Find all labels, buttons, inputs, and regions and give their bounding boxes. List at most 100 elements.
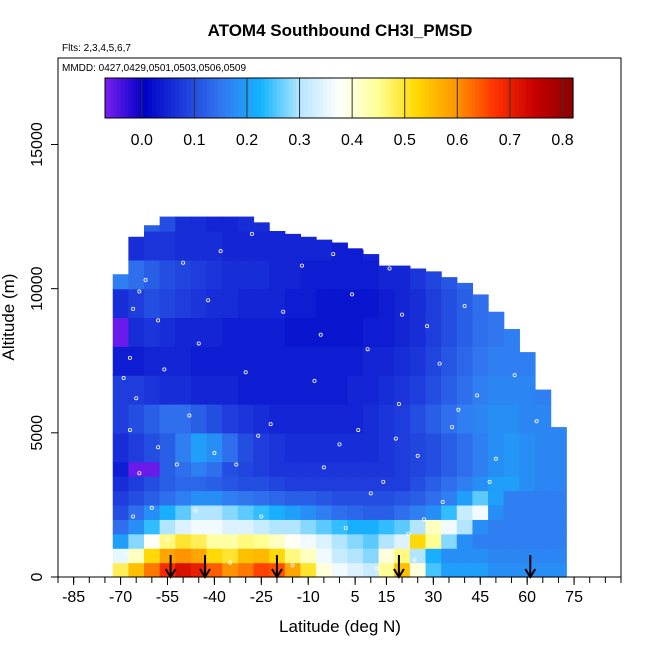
heatmap-cell: [425, 490, 442, 506]
sample-point: [234, 462, 239, 467]
heatmap-cell: [472, 533, 489, 549]
heatmap-cell: [409, 562, 427, 578]
colorbar-segment: [268, 78, 274, 118]
colorbar-segment: [323, 78, 328, 118]
x-tick-label: -10: [297, 589, 320, 606]
sample-point: [400, 312, 405, 317]
colorbar-segment: [526, 78, 531, 118]
heatmap-cell: [222, 216, 239, 232]
heatmap-cell: [300, 259, 317, 290]
heatmap-cell: [159, 259, 176, 290]
colorbar-segment: [354, 78, 360, 118]
colorbar-segment: [342, 78, 348, 118]
heatmap-cell: [253, 346, 270, 376]
sample-point: [412, 557, 417, 562]
heatmap-cell: [128, 504, 145, 520]
sample-point: [174, 462, 179, 467]
colorbar-segment: [225, 78, 231, 118]
heatmap-cell: [206, 375, 223, 405]
sample-point: [350, 292, 355, 297]
colorbar-segment: [303, 78, 309, 118]
sample-point: [256, 433, 261, 438]
colorbar-segment: [132, 78, 137, 118]
heatmap-cell: [237, 461, 255, 477]
colorbar-segment: [378, 78, 383, 118]
colorbar-segment: [413, 78, 418, 118]
heatmap-cell: [456, 404, 474, 434]
colorbar-segment: [194, 78, 200, 118]
colorbar-segment: [366, 78, 371, 118]
colorbar-segment: [311, 78, 317, 118]
sample-point: [368, 491, 373, 496]
heatmap-cell: [316, 476, 333, 492]
heatmap-cell: [284, 375, 301, 405]
sample-point: [321, 465, 326, 470]
heatmap-cell: [237, 432, 255, 463]
sample-point: [375, 566, 380, 571]
heatmap-cell: [425, 404, 442, 434]
sample-point: [187, 413, 192, 418]
heatmap-cell: [425, 476, 442, 492]
colorbar-segment: [315, 78, 321, 118]
heatmap-cell: [362, 490, 380, 506]
heatmap-cell: [362, 476, 380, 492]
heatmap-cell: [300, 519, 317, 535]
heatmap-cell: [175, 375, 192, 405]
heatmap-cell: [378, 562, 395, 578]
heatmap-cell: [472, 562, 489, 578]
sample-point: [156, 318, 161, 323]
heatmap-cell: [425, 519, 442, 535]
heatmap-cell: [128, 490, 145, 506]
colorbar-segment: [565, 78, 570, 118]
heatmap-cell: [456, 504, 474, 520]
heatmap-cell: [159, 490, 176, 506]
colorbar-segment: [210, 78, 215, 118]
sample-point: [425, 324, 430, 329]
heatmap-cell: [441, 432, 458, 463]
heatmap-cell: [206, 259, 223, 290]
heatmap-cell: [206, 533, 223, 549]
heatmap-cell: [456, 288, 474, 319]
heatmap-cell: [456, 562, 474, 578]
heatmap-cell: [112, 476, 129, 492]
heatmap-cell: [253, 461, 270, 477]
heatmap-cell: [534, 389, 552, 405]
heatmap-cell: [284, 404, 301, 434]
heatmap-cell: [190, 288, 208, 319]
heatmap-cell: [284, 432, 301, 463]
heatmap-cell: [394, 490, 411, 506]
colorbar-segment: [319, 78, 324, 118]
heatmap-cell: [222, 476, 239, 492]
colorbar-segment: [222, 78, 227, 118]
heatmap-cell: [190, 375, 208, 405]
heatmap-cell: [112, 533, 129, 549]
heatmap-cell: [456, 432, 474, 463]
heatmap-cell: [472, 317, 489, 347]
heatmap-cell: [362, 404, 380, 434]
dates-note: MMDD: 0427,0429,0501,0503,0506,0509: [62, 63, 246, 74]
heatmap-cell: [378, 533, 395, 549]
heatmap-cell: [456, 346, 474, 376]
sample-point: [131, 514, 136, 519]
heatmap-cell: [331, 461, 348, 477]
heatmap-cell: [534, 490, 552, 506]
heatmap-cell: [503, 461, 520, 477]
heatmap-cell: [441, 519, 458, 535]
heatmap-cell: [425, 461, 442, 477]
heatmap-cell: [284, 317, 301, 347]
heatmap-cell: [331, 519, 348, 535]
x-tick-label: 45: [471, 589, 489, 606]
heatmap-cell: [159, 288, 176, 319]
heatmap-cell: [159, 346, 176, 376]
heatmap-cell: [378, 548, 395, 564]
colorbar-segment: [288, 78, 293, 118]
sample-point: [415, 453, 420, 458]
colorbar-segment: [452, 78, 457, 118]
heatmap-cell: [534, 461, 552, 477]
heatmap-cell: [253, 519, 270, 535]
heatmap-cell: [144, 288, 161, 319]
heatmap-cell: [159, 216, 176, 232]
heatmap-cell: [222, 259, 239, 290]
chart-title: ATOM4 Southbound CH3I_PMSD: [208, 21, 473, 40]
heatmap-cell: [331, 432, 348, 463]
